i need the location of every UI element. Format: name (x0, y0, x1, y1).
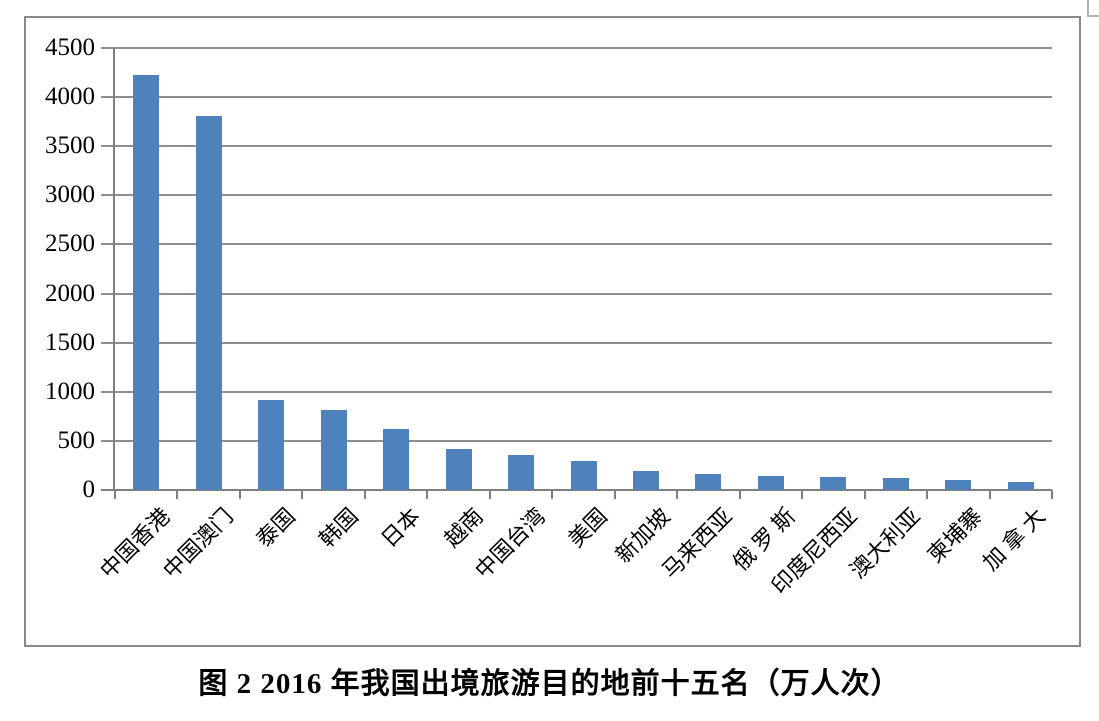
bar-1 (133, 74, 160, 490)
chart-frame: 0 500 1000 1500 2000 2500 3000 3500 4000 4500 中国香港… (24, 16, 1081, 647)
y-axis-tick-label: 0 (82, 476, 96, 503)
y-axis-tick-label: 1000 (45, 377, 95, 405)
bar-slot (802, 48, 864, 490)
y-axis-tick-label: 3000 (45, 181, 95, 209)
bar-slot (927, 48, 989, 490)
y-axis-tick-label: 3500 (45, 132, 95, 160)
cropped-frame-corner (1087, 0, 1099, 17)
bar-8 (570, 460, 597, 490)
x-axis-tick (926, 490, 929, 499)
x-axis-tick (114, 490, 116, 499)
gridline (101, 390, 1052, 393)
gridline (101, 145, 1052, 148)
bar-11 (757, 475, 784, 490)
x-axis-tick (488, 490, 491, 499)
bar-slot (990, 48, 1052, 490)
bar-15 (1007, 482, 1034, 490)
x-axis-category-label: 加 拿 大 (977, 503, 1050, 576)
bar-slot (240, 48, 302, 490)
x-axis-tick (551, 490, 554, 499)
bar-9 (632, 470, 659, 490)
plot-area: 0 500 1000 1500 2000 2500 3000 3500 4000 4500 中国香港… (45, 35, 1053, 599)
gridline (101, 47, 1052, 49)
y-axis-tick-label: 2500 (45, 230, 95, 258)
bar-7 (508, 454, 535, 490)
bar-3 (258, 399, 285, 490)
x-axis-category-label: 韩国 (313, 503, 363, 553)
bar-slot (177, 48, 239, 490)
y-axis-tick-label: 500 (57, 426, 96, 454)
bar-2 (195, 115, 222, 490)
bar-slot (552, 48, 614, 490)
bar-slot (677, 48, 739, 490)
x-axis-category-label: 日本 (376, 503, 426, 553)
x-axis-tick (676, 490, 679, 499)
x-axis-tick (301, 490, 304, 499)
bar-12 (820, 477, 847, 490)
bar-slot (302, 48, 364, 490)
gridline (101, 96, 1052, 99)
gridline (101, 243, 1052, 246)
y-axis-tick-label: 1500 (45, 328, 95, 356)
x-axis-tick (613, 490, 616, 499)
bar-slot (427, 48, 489, 490)
x-axis-tick (988, 490, 991, 499)
bar-4 (320, 409, 347, 490)
x-axis-category-label: 美国 (563, 503, 613, 553)
gridline (101, 439, 1052, 442)
bar-slot (615, 48, 677, 490)
y-axis-line (113, 48, 115, 490)
bar-slot (740, 48, 802, 490)
bar-6 (445, 449, 472, 490)
y-axis-tick-label: 4500 (45, 34, 95, 61)
bar-10 (695, 474, 722, 490)
x-axis-tick (363, 490, 366, 499)
bar-slot (365, 48, 427, 490)
x-axis-tick (176, 490, 179, 499)
x-axis-tick (863, 490, 866, 499)
bar-slot (115, 48, 177, 490)
bar-slot (865, 48, 927, 490)
x-axis-tick (238, 490, 241, 499)
bar-slot (490, 48, 552, 490)
x-axis-labels: 中国香港 中国澳门 泰国 韩国 日本 越南 中国台湾 美国 新加坡 马来西亚俄 罗 斯印度尼西亚澳… (95, 490, 1052, 640)
x-axis-category-label: 泰国 (251, 503, 301, 553)
y-axis-tick-label: 4000 (45, 83, 95, 111)
gridline (101, 194, 1052, 197)
x-axis-tick (426, 490, 429, 499)
figure-caption: 图 2 2016 年我国出境旅游目的地前十五名（万人次） (198, 668, 901, 700)
bar-5 (383, 429, 410, 490)
x-axis-line (101, 489, 1052, 491)
bar-13 (882, 477, 909, 490)
gridline (101, 292, 1052, 295)
bar-14 (945, 479, 972, 490)
bars-container (115, 48, 1052, 490)
x-axis-tick (801, 490, 804, 499)
x-axis-tick (1051, 490, 1053, 499)
y-axis-tick-label: 2000 (45, 279, 95, 307)
x-axis-category-label: 越南 (438, 503, 488, 553)
gridline (101, 341, 1052, 344)
x-axis-tick (738, 490, 741, 499)
